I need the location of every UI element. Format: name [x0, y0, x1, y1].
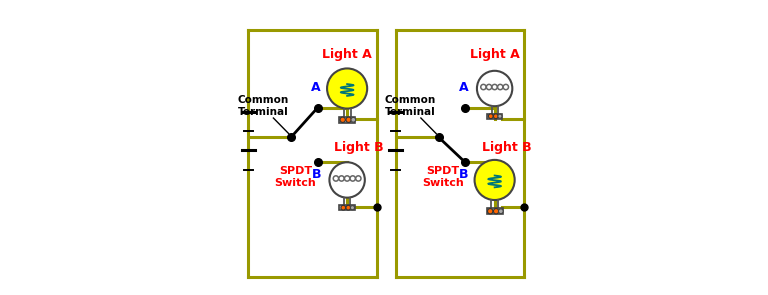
Bar: [487, 114, 502, 119]
Bar: [486, 208, 503, 214]
Circle shape: [498, 209, 503, 214]
Circle shape: [350, 176, 356, 181]
Circle shape: [339, 176, 344, 181]
Circle shape: [350, 206, 355, 210]
Circle shape: [351, 117, 356, 122]
Text: Light B: Light B: [482, 141, 531, 154]
Text: B: B: [311, 168, 321, 181]
Bar: [339, 117, 356, 123]
Circle shape: [356, 176, 361, 181]
Text: A: A: [311, 81, 321, 94]
Circle shape: [494, 114, 498, 119]
Text: Light B: Light B: [334, 141, 384, 154]
Circle shape: [498, 84, 503, 90]
Circle shape: [494, 209, 498, 214]
Circle shape: [488, 209, 493, 214]
Circle shape: [333, 176, 339, 181]
Text: SPDT
Switch: SPDT Switch: [275, 166, 316, 188]
Text: B: B: [459, 168, 468, 181]
Circle shape: [486, 84, 492, 90]
Circle shape: [346, 205, 351, 210]
Circle shape: [477, 71, 512, 106]
Circle shape: [481, 84, 486, 90]
Circle shape: [488, 114, 493, 119]
Text: Light A: Light A: [323, 48, 372, 61]
Text: Common
Terminal: Common Terminal: [237, 95, 289, 117]
Circle shape: [475, 160, 515, 200]
Circle shape: [340, 117, 346, 122]
Circle shape: [492, 84, 498, 90]
Circle shape: [327, 68, 367, 109]
Circle shape: [503, 84, 508, 90]
Circle shape: [341, 205, 346, 210]
Circle shape: [329, 162, 365, 198]
Circle shape: [346, 117, 351, 122]
Text: SPDT
Switch: SPDT Switch: [422, 166, 464, 188]
Text: Light A: Light A: [470, 48, 519, 61]
Bar: [339, 205, 355, 210]
Circle shape: [345, 176, 349, 181]
Text: A: A: [458, 81, 468, 94]
Text: Common
Terminal: Common Terminal: [385, 95, 436, 117]
Circle shape: [498, 114, 502, 118]
